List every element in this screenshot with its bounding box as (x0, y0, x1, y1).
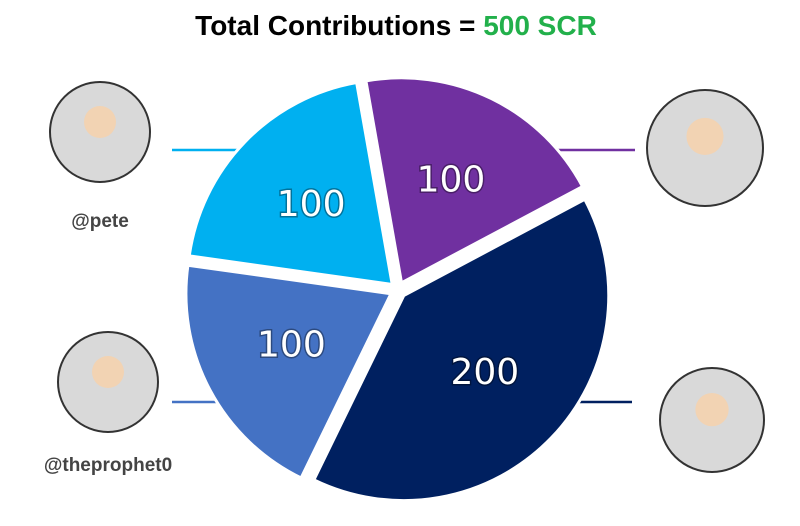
user-name: @pete (71, 211, 129, 232)
pie-slice (187, 80, 395, 287)
title-text: Total Contributions = (195, 10, 475, 41)
user-name: @theprophet0 (44, 455, 172, 476)
pie-slice (184, 263, 394, 481)
pie-slice (364, 76, 585, 286)
title-value: 500 SCR (483, 10, 597, 41)
pie-slice (311, 197, 611, 503)
avatar-head (92, 356, 124, 388)
value-label: 200 (451, 352, 520, 393)
value-label: 100 (257, 325, 326, 366)
value-label: 100 (417, 159, 486, 200)
value-label: 100 (277, 184, 346, 225)
avatar-head (686, 117, 724, 155)
avatar-head (84, 106, 116, 138)
avatar-head (695, 392, 729, 427)
chart-title: Total Contributions = 500 SCR (195, 10, 597, 41)
